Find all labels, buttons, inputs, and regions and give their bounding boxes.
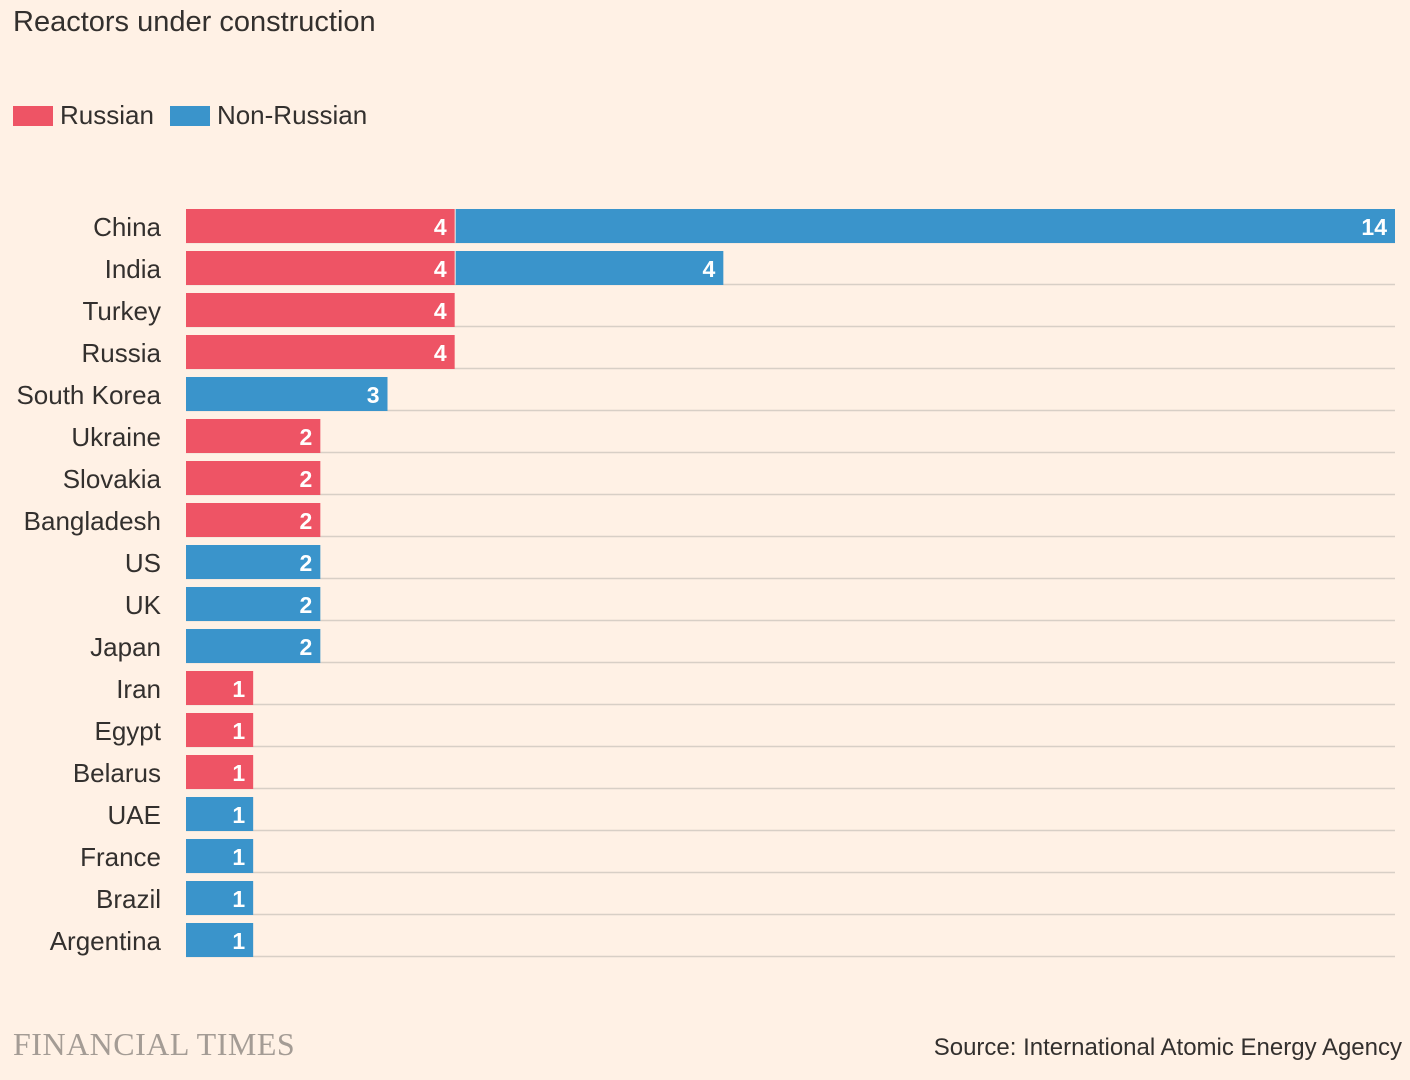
bar-non-russian bbox=[186, 923, 254, 957]
bar-value-label: 2 bbox=[300, 466, 313, 492]
bar-russian bbox=[186, 209, 455, 243]
bar-non-russian bbox=[186, 587, 321, 621]
bar-russian bbox=[186, 503, 321, 537]
category-label: South Korea bbox=[16, 380, 161, 410]
bar-non-russian bbox=[186, 629, 321, 663]
bar-value-label: 4 bbox=[434, 340, 447, 366]
category-label: Iran bbox=[116, 674, 161, 704]
bar-value-label: 1 bbox=[232, 928, 245, 954]
bar-value-label: 1 bbox=[232, 676, 245, 702]
category-label: UK bbox=[125, 590, 162, 620]
bar-value-label: 1 bbox=[232, 886, 245, 912]
bar-value-label: 4 bbox=[434, 256, 447, 282]
bar-value-label: 1 bbox=[232, 844, 245, 870]
bar-russian bbox=[186, 419, 321, 453]
category-label: UAE bbox=[108, 800, 161, 830]
category-label: France bbox=[80, 842, 161, 872]
category-label: Bangladesh bbox=[24, 506, 161, 536]
bar-value-label: 4 bbox=[434, 298, 447, 324]
legend-label-non-russian: Non-Russian bbox=[216, 100, 368, 130]
bar-russian bbox=[186, 713, 254, 747]
bar-russian bbox=[186, 293, 455, 327]
bar-russian bbox=[186, 335, 455, 369]
category-label: India bbox=[105, 254, 162, 284]
bar-russian bbox=[186, 755, 254, 789]
bar-value-label: 4 bbox=[434, 214, 447, 240]
bar-russian bbox=[186, 461, 321, 495]
category-label: Egypt bbox=[95, 716, 162, 746]
bar-non-russian bbox=[186, 881, 254, 915]
legend-swatch-russian bbox=[13, 105, 53, 126]
category-label: US bbox=[125, 548, 161, 578]
legend-item-russian: Russian bbox=[13, 100, 154, 131]
bar-value-label: 2 bbox=[300, 508, 313, 534]
bar-value-label: 14 bbox=[1361, 214, 1387, 240]
category-label: Slovakia bbox=[63, 464, 162, 494]
bar-non-russian bbox=[455, 251, 724, 285]
category-label: Russia bbox=[82, 338, 162, 368]
bar-non-russian bbox=[186, 797, 254, 831]
category-label: Japan bbox=[90, 632, 161, 662]
bar-value-label: 2 bbox=[300, 592, 313, 618]
bar-russian bbox=[186, 671, 254, 705]
bar-value-label: 1 bbox=[232, 760, 245, 786]
bar-value-label: 2 bbox=[300, 424, 313, 450]
bar-value-label: 2 bbox=[300, 550, 313, 576]
bar-value-label: 2 bbox=[300, 634, 313, 660]
bar-non-russian bbox=[186, 545, 321, 579]
category-label: China bbox=[93, 212, 161, 242]
legend-item-non-russian: Non-Russian bbox=[169, 100, 368, 131]
bar-russian bbox=[186, 251, 455, 285]
bar-value-label: 1 bbox=[232, 718, 245, 744]
bar-chart: China 4 14 India 4 4 Turkey 4 Russia 4 South Korea… bbox=[16, 209, 1396, 958]
bar-non-russian bbox=[186, 839, 254, 873]
chart-title: Reactors under construction bbox=[13, 6, 376, 38]
bar-non-russian bbox=[186, 377, 388, 411]
legend-swatch-non-russian bbox=[169, 105, 210, 126]
bar-value-label: 1 bbox=[232, 802, 245, 828]
bar-value-label: 3 bbox=[367, 382, 380, 408]
category-label: Belarus bbox=[73, 758, 161, 788]
bar-non-russian bbox=[455, 209, 1396, 243]
source-note: Source: International Atomic Energy Agen… bbox=[933, 1034, 1402, 1061]
bar-value-label: 4 bbox=[703, 256, 716, 282]
category-label: Argentina bbox=[50, 926, 162, 956]
category-label: Ukraine bbox=[71, 422, 161, 452]
category-label: Turkey bbox=[83, 296, 162, 326]
financial-times-logo: FINANCIAL TIMES bbox=[13, 1026, 296, 1062]
legend-label-russian: Russian bbox=[60, 100, 154, 130]
legend: Russian Non-Russian bbox=[13, 100, 383, 131]
category-label: Brazil bbox=[96, 884, 161, 914]
